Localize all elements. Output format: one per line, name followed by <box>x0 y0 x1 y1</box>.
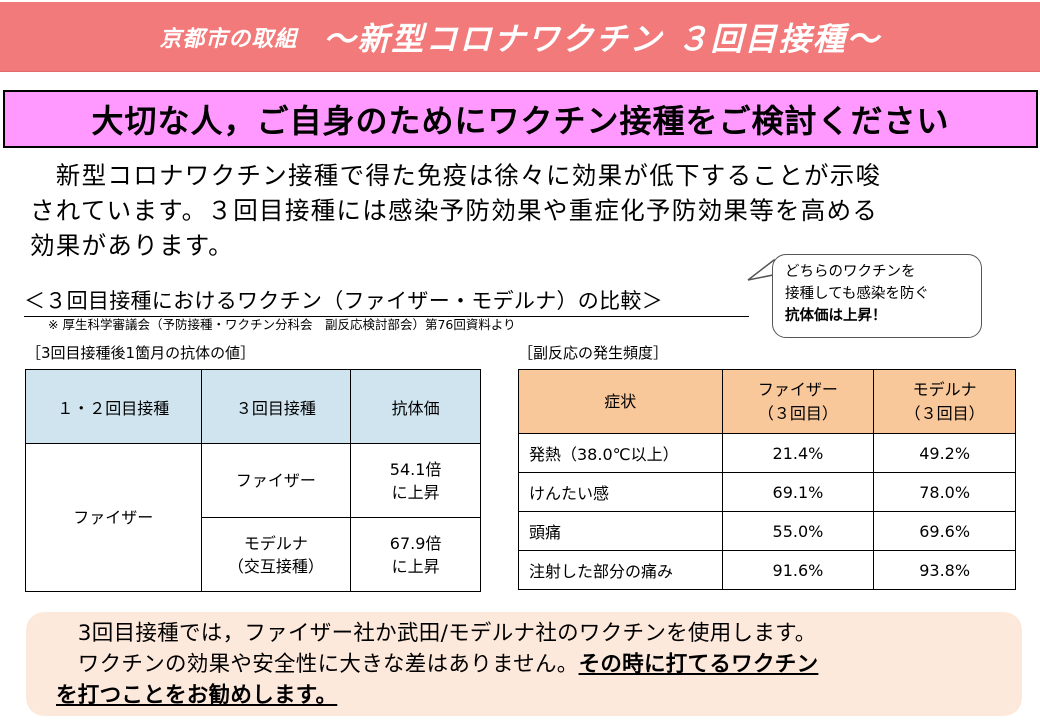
footer-note: 3回目接種では，ファイザー社か武田/モデルナ社のワクチンを使用します。 ワクチン… <box>26 612 1022 716</box>
bubble-line-3: 抗体価は上昇！ <box>785 308 887 324</box>
page-header: 京都市の取組 ～新型コロナワクチン ３回目接種～ <box>0 2 1040 72</box>
bubble-line-2: 接種しても感染を防ぐ <box>785 286 929 302</box>
footer-line-2-plain: ワクチンの効果や安全性に大きな差はありません。 <box>56 652 579 677</box>
antibody-table: １・２回目接種 ３回目接種 抗体価 ファイザー ファイザー 54.1倍 に上昇 … <box>25 369 481 592</box>
header-title: ～新型コロナワクチン ３回目接種～ <box>323 19 881 58</box>
antibody-value-cell: 54.1倍 に上昇 <box>350 443 481 518</box>
header-third-dose: ３回目接種 <box>200 369 352 444</box>
intro-line-1: 新型コロナワクチン接種で得た免疫は徐々に効果が低下することが示唆 <box>30 161 882 190</box>
footer-line-2-emphasis: その時に打てるワクチン <box>578 652 819 677</box>
moderna-rate-cell: 49.2% <box>873 433 1016 473</box>
footer-line-3-emphasis: を打つことをお勧めします。 <box>56 683 338 708</box>
header-first-second-dose: １・２回目接種 <box>25 369 202 444</box>
header-moderna: モデルナ （３回目） <box>873 369 1016 434</box>
table-header-row: １・２回目接種 ３回目接種 抗体価 <box>25 369 481 444</box>
first-dose-cell: ファイザー <box>25 443 202 592</box>
header-moderna-dose: （３回目） <box>904 403 985 423</box>
symptom-cell: 頭痛 <box>518 511 723 551</box>
footer-line-3: を打つことをお勧めします。 <box>56 680 1022 711</box>
symptom-cell: けんたい感 <box>518 472 723 512</box>
antibody-value: 67.9倍 <box>389 533 442 553</box>
antibody-value-suffix: に上昇 <box>391 482 440 502</box>
side-effects-table: 症状 ファイザー （３回目） モデルナ （３回目） 発熱（38.0℃以上） 21… <box>518 369 1016 590</box>
footer-line-1: 3回目接種では，ファイザー社か武田/モデルナ社のワクチンを使用します。 <box>56 621 817 646</box>
moderna-rate-cell: 78.0% <box>873 472 1016 512</box>
speech-bubble: どちらのワクチンを 接種しても感染を防ぐ 抗体価は上昇！ <box>772 254 982 338</box>
header-antibody-value: 抗体価 <box>350 369 481 444</box>
intro-line-2: されています。３回目接種には感染予防効果や重症化予防効果等を高める <box>30 196 879 225</box>
intro-paragraph: 新型コロナワクチン接種で得た免疫は徐々に効果が低下することが示唆 されています。… <box>30 158 1015 263</box>
headline-banner: 大切な人，ご自身のためにワクチン接種をご検討ください <box>3 90 1038 148</box>
footer-line-2: ワクチンの効果や安全性に大きな差はありません。その時に打てるワクチン <box>56 649 1022 680</box>
symptom-cell: 注射した部分の痛み <box>518 550 723 590</box>
header-pfizer-name: ファイザー <box>757 379 838 399</box>
header-moderna-name: モデルナ <box>912 379 977 399</box>
side-effects-table-caption: ［副反応の発生頻度］ <box>518 344 669 362</box>
bubble-line-1: どちらのワクチンを <box>785 264 916 280</box>
table-header-row: 症状 ファイザー （３回目） モデルナ （３回目） <box>518 369 1016 434</box>
pfizer-rate-cell: 21.4% <box>721 433 875 473</box>
header-symptom: 症状 <box>518 369 723 434</box>
comparison-source: ※ 厚生科学審議会（予防接種・ワクチン分科会 副反応検討部会）第76回資料より <box>48 317 516 332</box>
moderna-rate-cell: 69.6% <box>873 511 1016 551</box>
pfizer-rate-cell: 91.6% <box>721 550 875 590</box>
third-dose-cell: モデルナ （交互接種） <box>200 517 352 592</box>
header-subtitle: 京都市の取組 <box>159 26 298 52</box>
pfizer-rate-cell: 69.1% <box>721 472 875 512</box>
antibody-value: 54.1倍 <box>389 459 442 479</box>
intro-line-3: 効果があります。 <box>30 231 234 260</box>
table-row: 注射した部分の痛み 91.6% 93.8% <box>518 550 1016 590</box>
moderna-rate-cell: 93.8% <box>873 550 1016 590</box>
header-pfizer-dose: （３回目） <box>757 403 838 423</box>
antibody-value-cell: 67.9倍 に上昇 <box>350 517 481 592</box>
table-row: ファイザー ファイザー 54.1倍 に上昇 <box>25 443 481 592</box>
antibody-value-suffix: に上昇 <box>391 556 440 576</box>
third-dose-note: （交互接種） <box>227 556 324 576</box>
table-row: 発熱（38.0℃以上） 21.4% 49.2% <box>518 433 1016 473</box>
table-row: 頭痛 55.0% 69.6% <box>518 511 1016 551</box>
third-dose-cell: ファイザー <box>200 443 352 518</box>
table-row: モデルナ （交互接種） 67.9倍 に上昇 <box>26 517 481 592</box>
headline-text: 大切な人，ご自身のためにワクチン接種をご検討ください <box>91 102 950 140</box>
table-row: けんたい感 69.1% 78.0% <box>518 472 1016 512</box>
comparison-title: ＜３回目接種におけるワクチン（ファイザー・モデルナ）の比較＞ <box>24 285 749 317</box>
pfizer-rate-cell: 55.0% <box>721 511 875 551</box>
header-pfizer: ファイザー （３回目） <box>721 369 875 434</box>
antibody-table-caption: ［3回目接種後1箇月の抗体の値］ <box>26 344 256 362</box>
symptom-cell: 発熱（38.0℃以上） <box>518 433 723 473</box>
third-dose-name: モデルナ <box>243 533 308 553</box>
